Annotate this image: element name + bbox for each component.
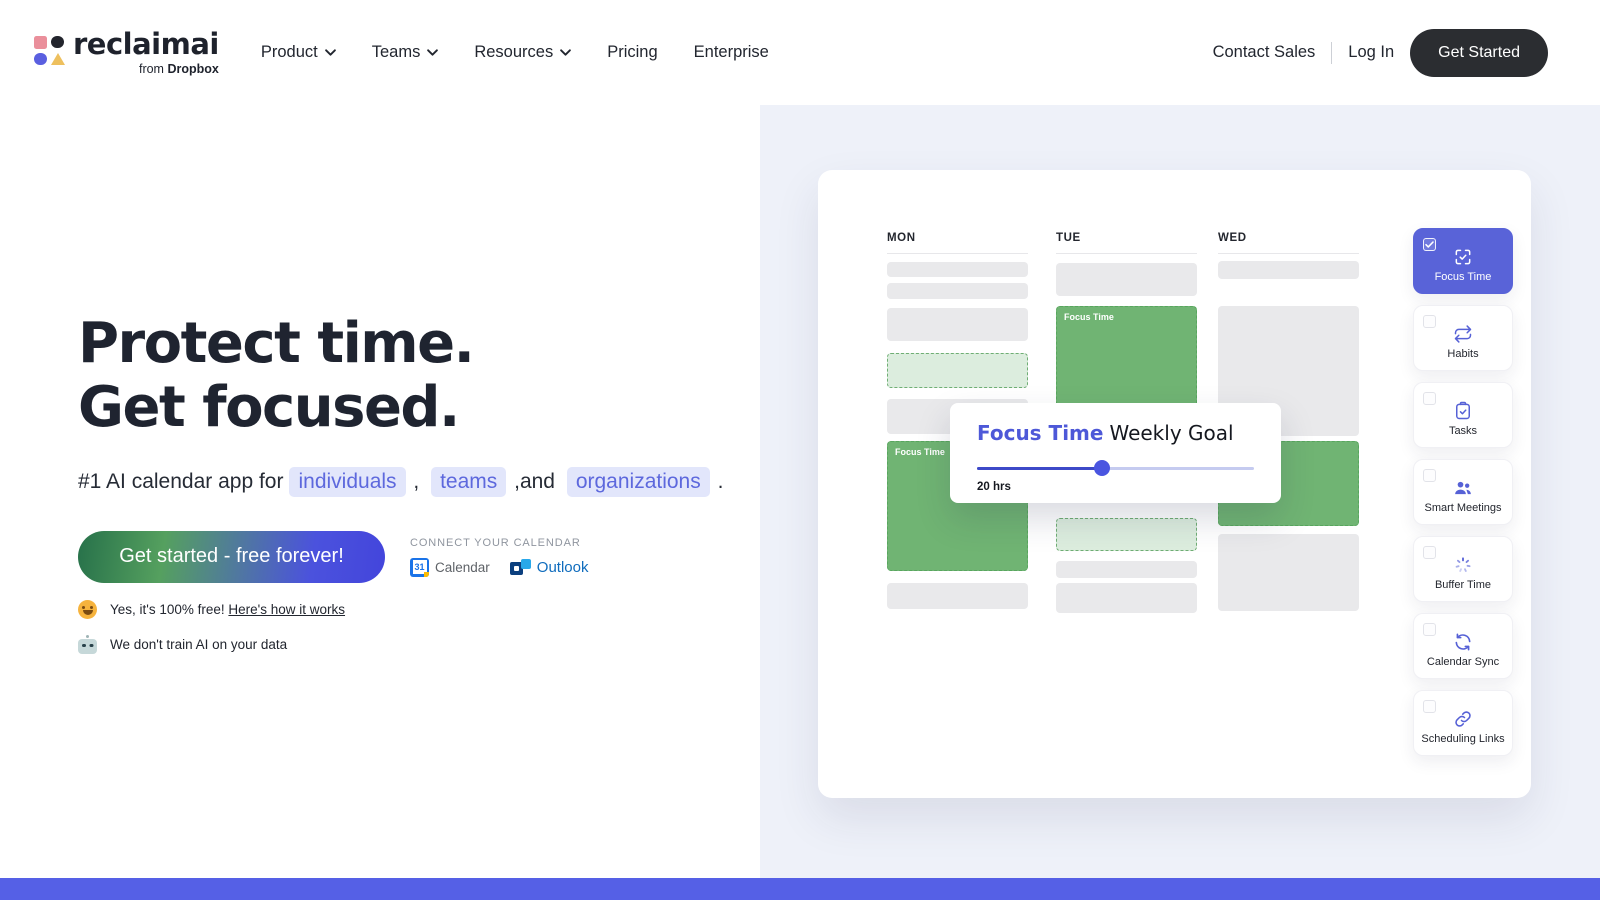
nav-item-enterprise[interactable]: Enterprise (693, 43, 769, 61)
chevron-down-icon (560, 49, 572, 56)
login-link[interactable]: Log In (1348, 43, 1395, 61)
calendar-event-block (887, 308, 1028, 341)
hero-section: Protect time. Get focused. #1 AI calenda… (0, 105, 760, 878)
calendar-event-block (887, 262, 1028, 277)
sync-arrows-icon (1453, 632, 1473, 652)
weekly-goal-slider (977, 460, 1254, 476)
slider-fill (977, 466, 1102, 470)
day-header: WED (1218, 232, 1359, 254)
focus-time-goal-card: Focus Time Weekly Goal 20 hrs (950, 403, 1281, 503)
focus-expand-icon (1453, 247, 1473, 267)
checkbox-unchecked[interactable] (1423, 392, 1436, 405)
feature-card-label: Tasks (1448, 424, 1478, 437)
product-illustration: MON Focus Time TUE Focus Time WED Focus Time… (760, 105, 1600, 878)
privacy-bullet: We don't train AI on your data (78, 634, 760, 654)
focus-time-block: Focus Time (1056, 306, 1197, 411)
brand-name: reclaimai (73, 26, 219, 61)
calendar-event-block (1056, 263, 1197, 296)
connect-calendar-label: CONNECT YOUR CALENDAR (410, 536, 581, 549)
link-icon (1453, 709, 1473, 729)
feature-card-label: Scheduling Links (1421, 732, 1505, 745)
star-struck-emoji-icon (78, 599, 97, 619)
feature-card-calendar-sync[interactable]: Calendar Sync (1413, 613, 1513, 679)
nav-item-resources[interactable]: Resources (474, 43, 572, 62)
feature-card-focus-time[interactable]: Focus Time (1413, 228, 1513, 294)
chip-teams: teams (431, 466, 507, 497)
chip-organizations: organizations (566, 466, 710, 497)
calendar-column-tue: TUE Focus Time (1056, 232, 1197, 613)
google-calendar-option[interactable]: Calendar (410, 557, 490, 577)
checkbox-unchecked[interactable] (1423, 315, 1436, 328)
robot-emoji-icon (78, 634, 97, 654)
outlook-calendar-option[interactable]: Outlook (509, 558, 589, 577)
checkbox-unchecked[interactable] (1423, 700, 1436, 713)
contact-sales-link[interactable]: Contact Sales (1212, 43, 1316, 61)
calendar-event-block (1218, 261, 1359, 279)
feature-card-tasks[interactable]: Tasks (1413, 382, 1513, 448)
checkbox-unchecked[interactable] (1423, 469, 1436, 482)
hero-subtitle: #1 AI calendar app for individuals , team… (78, 466, 760, 497)
signup-cta-button[interactable]: Get started - free forever! (78, 530, 385, 583)
focus-time-block-label: Focus Time (1064, 312, 1114, 322)
focus-time-block (1056, 518, 1197, 551)
chevron-down-icon (427, 49, 439, 56)
clipboard-check-icon (1453, 401, 1473, 421)
slider-thumb[interactable] (1093, 460, 1110, 476)
calendar-event-block (887, 583, 1028, 609)
slider-track (977, 466, 1254, 470)
main-nav: Product Teams Resources Pricing Enterprise (261, 43, 769, 62)
nav-divider (1331, 41, 1333, 64)
brand-logo[interactable]: reclaimai from Dropbox (33, 26, 219, 76)
people-icon (1453, 478, 1473, 498)
calendar-event-block (1218, 534, 1359, 611)
feature-card-buffer-time[interactable]: Buffer Time (1413, 536, 1513, 602)
goal-hours-value: 20 hrs (977, 481, 1011, 493)
calendar-event-block (1056, 561, 1197, 578)
checkbox-unchecked[interactable] (1423, 623, 1436, 636)
get-started-button[interactable]: Get Started (1410, 28, 1548, 77)
calendar-event-block (887, 283, 1028, 299)
top-nav: reclaimai from Dropbox Product Teams Resou… (0, 0, 1600, 105)
checkbox-unchecked[interactable] (1423, 546, 1436, 559)
spinner-dots-icon (1453, 555, 1473, 575)
how-it-works-link[interactable]: Here's how it works (228, 601, 346, 617)
chevron-down-icon (324, 49, 336, 56)
focus-time-block (887, 353, 1028, 388)
chip-individuals: individuals (289, 466, 406, 497)
feature-card-label: Smart Meetings (1424, 501, 1502, 514)
page-title: Protect time. Get focused. (78, 311, 475, 440)
feature-card-label: Focus Time (1434, 270, 1492, 283)
nav-item-teams[interactable]: Teams (372, 43, 439, 62)
google-calendar-icon (410, 557, 429, 577)
feature-card-scheduling-links[interactable]: Scheduling Links (1413, 690, 1513, 756)
goal-title-accent: Focus Time (977, 421, 1104, 445)
day-header: TUE (1056, 232, 1197, 254)
nav-item-pricing[interactable]: Pricing (607, 43, 658, 61)
checkbox-checked[interactable] (1423, 238, 1436, 251)
focus-time-block-label: Focus Time (895, 447, 945, 457)
bottom-bar (0, 878, 1600, 900)
feature-card-label: Buffer Time (1434, 578, 1492, 591)
feature-card-label: Calendar Sync (1426, 655, 1500, 668)
calendar-event-block (1056, 583, 1197, 613)
day-header: MON (887, 232, 1028, 254)
feature-card-smart-meetings[interactable]: Smart Meetings (1413, 459, 1513, 525)
brand-logo-mark-icon (33, 35, 65, 67)
goal-title-rest: Weekly Goal (1109, 421, 1234, 445)
feature-card-label: Habits (1447, 347, 1479, 360)
calendar-mockup-panel: MON Focus Time TUE Focus Time WED Focus Time… (818, 170, 1531, 798)
repeat-icon (1453, 324, 1473, 344)
brand-subtitle: from Dropbox (138, 61, 219, 76)
outlook-icon (509, 558, 531, 577)
nav-item-product[interactable]: Product (261, 43, 336, 62)
free-bullet: Yes, it's 100% free! Here's how it works (78, 599, 760, 619)
feature-card-habits[interactable]: Habits (1413, 305, 1513, 371)
